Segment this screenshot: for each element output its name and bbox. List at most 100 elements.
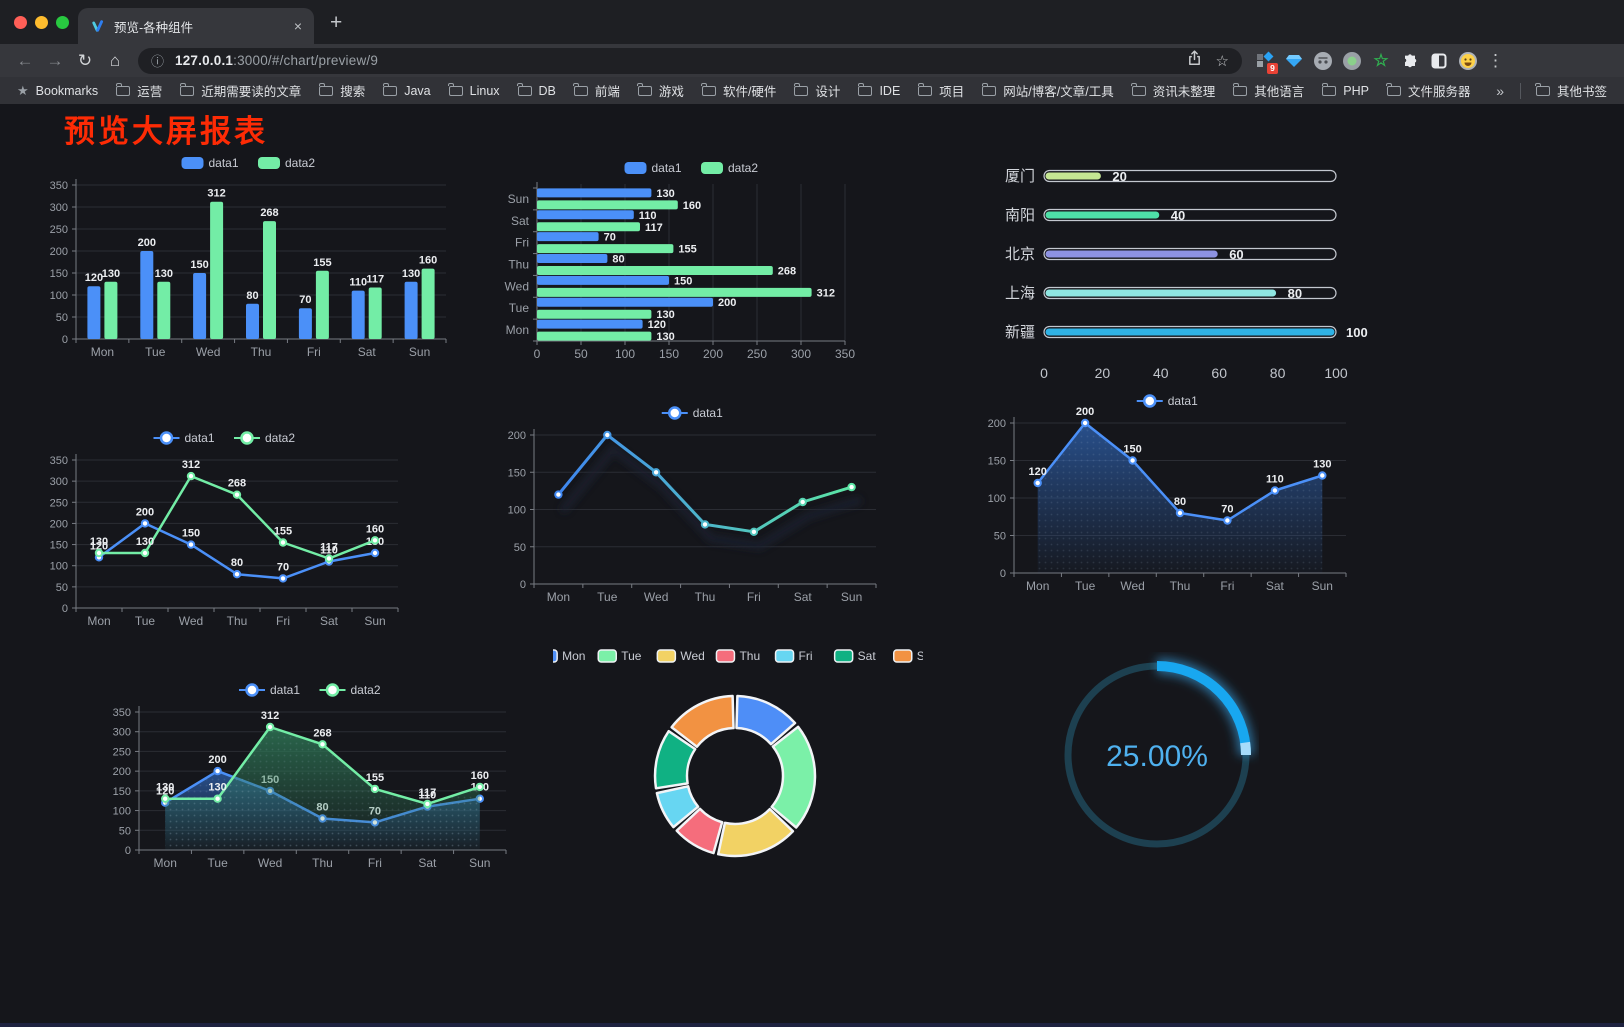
extension-recorder-icon[interactable] [1343,51,1361,70]
gradient-line-canvas[interactable]: 0 50 100 150 200 Mon Tue Wed Thu Fri Sat Sun data1 [498,399,890,610]
chart-city-progress[interactable]: 厦门 20 南阳 40 北京 60 上海 80 新疆 100 0 20 40 60 80 100 [985,156,1375,391]
chart-gradient-line[interactable]: 0 50 100 150 200 Mon Tue Wed Thu Fri Sat Sun data1 [498,399,890,610]
legend-item-data1[interactable]: data1 [239,683,300,697]
svg-text:350: 350 [113,707,131,719]
progress-row-上海[interactable]: 上海 80 [1005,285,1337,302]
bookmark-star-icon[interactable]: ☆ [1215,52,1229,70]
chart-grouped-hbar[interactable]: 0 50 100 150 200 250 300 350 Sun 130 160 Sat 110 117 F… [497,154,889,367]
extension-gem-icon[interactable] [1285,52,1303,70]
bookmark-folder-8[interactable]: 游戏 [629,81,693,100]
address-bar[interactable]: ⓘ 127.0.0.1:3000/#/chart/preview/9 ☆ [138,47,1242,74]
svg-text:200: 200 [208,754,226,766]
bookmark-folder-9[interactable]: 软件/硬件 [693,81,785,100]
bookmark-folder-14[interactable]: 资讯未整理 [1123,81,1225,100]
bookmark-folder-12[interactable]: 项目 [909,81,973,100]
bookmark-folder-2[interactable]: 近期需要读的文章 [171,81,310,100]
progress-row-南阳[interactable]: 南阳 40 [1005,207,1337,224]
progress-row-北京[interactable]: 北京 60 [1005,246,1337,263]
home-icon[interactable]: ⌂ [109,50,121,70]
tab-close-icon[interactable]: × [293,18,302,34]
bookmark-folder-11[interactable]: IDE [849,82,909,98]
legend-item-data1[interactable]: data1 [624,161,682,175]
bookmark-folder-17[interactable]: 文件服务器 [1378,81,1480,100]
bookmark-folder-15[interactable]: 其他语言 [1224,81,1313,100]
bookmark-other-folder[interactable]: 其他书签 [1527,81,1616,100]
bookmark-folder-6[interactable]: DB [509,82,565,98]
pie-slice-Sat[interactable] [653,729,697,790]
legend-item-Sat[interactable]: Sat [833,649,877,663]
svg-text:50: 50 [56,312,68,324]
legend-item-data1[interactable]: data1 [153,431,215,445]
two-area-line-canvas[interactable]: 0 50 100 150 200 250 300 350 Mon Tue Wed Thu Fri Sat S… [103,676,520,876]
bookmark-folder-13[interactable]: 网站/博客/文章/工具 [973,81,1122,100]
url-text: 127.0.0.1:3000/#/chart/preview/9 [175,53,379,68]
site-info-icon[interactable]: ⓘ [151,54,165,69]
folder-icon [1321,82,1337,96]
fullscreen-window-button[interactable] [56,16,69,29]
legend-item-Fri[interactable]: Fri [774,649,813,663]
bookmark-folder-1[interactable]: 运营 [107,81,171,100]
legend-item-data1[interactable]: data1 [1136,394,1198,408]
city-progress-canvas[interactable]: 厦门 20 南阳 40 北京 60 上海 80 新疆 100 0 20 40 60 80 100 [985,156,1375,391]
legend-item-data2[interactable]: data2 [258,156,315,170]
new-tab-button[interactable]: + [330,11,343,34]
chart-gauge[interactable]: 25.00% [1055,652,1259,858]
legend-item-Sun[interactable]: Sun [893,649,923,663]
bookmarks-root[interactable]: ★ Bookmarks [17,82,99,98]
browser-menu-icon[interactable]: ⋮ [1487,50,1504,70]
browser-tab[interactable]: 预览-各种组件 × [78,8,314,44]
legend-item-data1[interactable]: data1 [181,156,239,170]
pie-slice-Wed[interactable] [716,807,795,858]
chart-area-line[interactable]: 0 50 100 150 200 Mon Tue Wed Thu Fri Sat Sun 120 200 1… [978,387,1360,599]
legend-item-Tue[interactable]: Tue [597,649,642,663]
chart-two-line[interactable]: 0 50 100 150 200 250 300 350 Mon Tue Wed Thu Fri Sat S… [40,424,412,634]
chart-donut[interactable]: Mon Tue Wed Thu Fri Sat Sun [553,640,923,880]
bookmark-folder-7[interactable]: 前端 [565,81,629,100]
legend-item-Mon[interactable]: Mon [553,649,585,663]
minimize-window-button[interactable] [35,16,48,29]
gauge-canvas[interactable]: 25.00% [1055,652,1259,858]
extension-emoji-icon[interactable] [1459,51,1477,70]
close-window-button[interactable] [14,16,27,29]
bookmark-folder-5[interactable]: Linux [440,82,509,98]
extensions-puzzle-icon[interactable] [1401,52,1419,70]
chart-grouped-bar[interactable]: 0 50 100 150 200 250 300 350 Mon Tue Wed Thu Fri Sat S… [40,149,460,365]
legend-item-Wed[interactable]: Wed [656,649,705,663]
reload-icon[interactable]: ↻ [77,50,93,70]
back-icon[interactable]: ← [16,50,34,70]
extension-green-star-icon[interactable]: ☆ [1373,51,1389,70]
forward-icon[interactable]: → [46,50,64,70]
pie-slice-Sun[interactable] [670,694,735,749]
legend-item-data2[interactable]: data2 [319,683,381,697]
svg-text:0: 0 [62,334,68,346]
pie-slice-Thu[interactable] [675,807,724,855]
folder-icon [701,82,716,96]
progress-row-新疆[interactable]: 新疆 100 [1005,324,1368,341]
extension-darkmode-icon[interactable] [1430,52,1448,70]
legend-item-data2[interactable]: data2 [234,431,295,445]
pie-slice-Tue[interactable] [770,725,817,829]
legend-item-Thu[interactable]: Thu [715,649,760,663]
donut-canvas[interactable]: Mon Tue Wed Thu Fri Sat Sun [553,640,923,880]
legend-item-data2[interactable]: data2 [701,161,758,175]
bookmark-folder-16[interactable]: PHP [1313,82,1378,98]
extension-monkey-icon[interactable] [1314,51,1332,70]
legend-item-data1[interactable]: data1 [661,406,723,420]
area-line-canvas[interactable]: 0 50 100 150 200 Mon Tue Wed Thu Fri Sat Sun 120 200 1… [978,387,1360,599]
bookmark-folder-10[interactable]: 设计 [785,81,849,100]
pie-slice-Mon[interactable] [735,694,797,746]
extension-grid-icon[interactable]: 9 [1256,51,1278,74]
share-icon[interactable] [1187,50,1202,71]
chart-two-area-line[interactable]: 0 50 100 150 200 250 300 350 Mon Tue Wed Thu Fri Sat S… [103,676,520,876]
svg-text:25.00%: 25.00% [1106,740,1208,773]
pie-slice-Fri[interactable] [655,785,700,829]
progress-row-厦门[interactable]: 厦门 20 [1005,168,1337,185]
bookmarks-divider [1519,82,1521,99]
bookmark-folder-4[interactable]: Java [374,82,439,98]
bookmark-folder-3[interactable]: 搜索 [310,81,374,100]
svg-text:150: 150 [50,268,68,280]
two-line-canvas[interactable]: 0 50 100 150 200 250 300 350 Mon Tue Wed Thu Fri Sat S… [40,424,412,634]
bookmarks-overflow-chevron[interactable]: » [1496,82,1504,99]
grouped-bar-canvas[interactable]: 0 50 100 150 200 250 300 350 Mon Tue Wed Thu Fri Sat S… [40,149,460,365]
